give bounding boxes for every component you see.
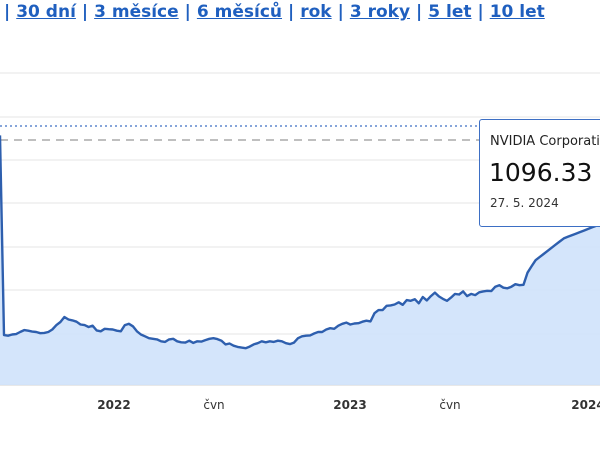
time-range-nav: | 30 dní | 3 měsíce | 6 měsíců | rok | 3 roky | 5 l… xyxy=(0,2,545,28)
range-6-months-link[interactable]: 6 měsíců xyxy=(196,2,283,22)
x-axis-label: 2022 xyxy=(97,398,130,412)
range-3-months-link[interactable]: 3 měsíce xyxy=(94,2,179,22)
range-separator: | xyxy=(81,2,89,22)
price-line[interactable] xyxy=(0,135,600,350)
x-axis-label: čvn xyxy=(439,398,460,412)
tooltip-company-name: NVIDIA Corporation xyxy=(490,134,600,149)
tooltip-date: 27. 5. 2024 xyxy=(490,196,559,210)
x-axis-label: 2023 xyxy=(333,398,366,412)
x-axis-labels: 2022 čvn 2023 čvn 2024 xyxy=(97,398,600,412)
range-30-days-link[interactable]: 30 dní xyxy=(16,2,76,22)
range-separator: | xyxy=(288,2,295,22)
range-separator: | xyxy=(337,2,344,22)
range-separator: | xyxy=(184,2,191,22)
range-5-years-link[interactable]: 5 let xyxy=(428,2,472,22)
range-separator: | xyxy=(477,2,484,22)
range-1-year-link[interactable]: rok xyxy=(300,2,332,22)
range-10-years-link[interactable]: 10 let xyxy=(489,2,545,22)
x-axis-label: čvn xyxy=(203,398,224,412)
price-tooltip: NVIDIA Corporation 1096.33 USD 27. 5. 20… xyxy=(479,119,600,227)
x-axis-label: 2024 xyxy=(571,398,600,412)
price-area-fill xyxy=(0,135,600,385)
range-separator: | xyxy=(416,2,423,22)
tooltip-price-value: 1096.33 USD xyxy=(489,158,600,187)
range-separator: | xyxy=(4,2,11,22)
range-3-years-link[interactable]: 3 roky xyxy=(349,2,411,22)
